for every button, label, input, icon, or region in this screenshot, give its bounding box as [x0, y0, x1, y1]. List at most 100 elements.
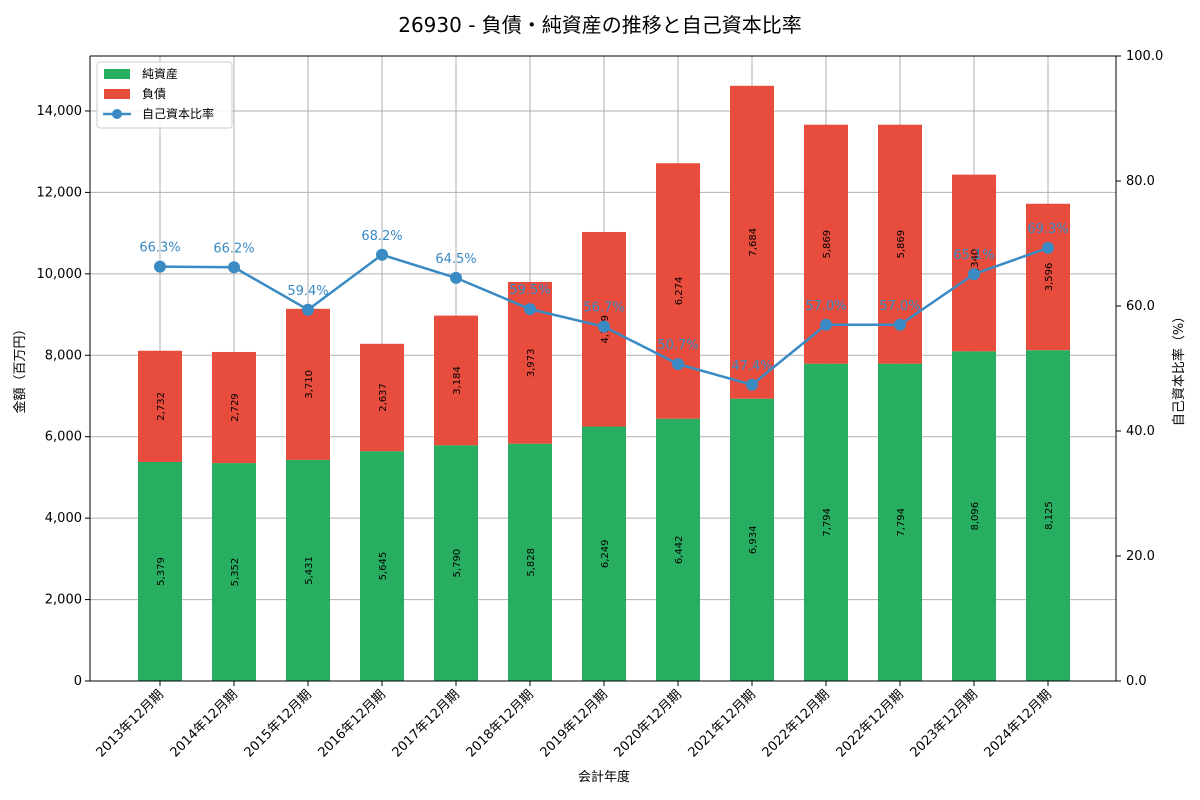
liability-value-label: 6,274	[674, 277, 685, 306]
equity-value-label: 7,794	[896, 508, 907, 537]
ratio-value-label: 68.2%	[361, 229, 402, 244]
equity-value-label: 5,645	[378, 552, 389, 581]
liability-value-label: 5,869	[896, 230, 907, 259]
ratio-value-label: 65.1%	[953, 248, 994, 263]
axes	[89, 55, 1117, 682]
equity-bar	[656, 418, 700, 681]
x-axis-label: 会計年度	[578, 769, 630, 785]
ratio-value-label: 50.7%	[657, 338, 698, 353]
x-tick-label: 2022年12月期	[834, 687, 907, 760]
ratio-value-label: 66.2%	[213, 241, 254, 256]
ratio-point	[672, 358, 684, 371]
ratio-point	[228, 261, 240, 274]
liability-value-label: 7,684	[748, 228, 759, 257]
x-tick-label: 2019年12月期	[538, 687, 611, 760]
equity-bar	[1026, 350, 1070, 681]
y-tick-label: 14,000	[37, 104, 83, 119]
equity-value-label: 6,249	[600, 539, 611, 568]
bar-labels: 5,379 2,732 5,352 2,729 5,431 3,710 5,645 2,637…	[156, 228, 1055, 586]
x-tick-label: 2021年12月期	[686, 687, 759, 760]
legend-ratio-marker	[112, 109, 122, 119]
y2-tick-label: 100.0	[1126, 49, 1163, 64]
x-tick-label: 2016年12月期	[316, 687, 389, 760]
ratio-value-label: 64.5%	[435, 252, 476, 267]
ratio-point	[376, 248, 388, 261]
y2-axis-label: 自己資本比率（%）	[1171, 310, 1187, 426]
equity-value-label: 8,096	[970, 502, 981, 531]
equity-value-label: 6,442	[674, 536, 685, 565]
legend-ratio-label: 自己資本比率	[142, 106, 214, 121]
liability-bar	[212, 351, 256, 464]
x-tick-label: 2014年12月期	[168, 687, 241, 760]
liability-value-label: 2,732	[156, 392, 167, 421]
chart-title: 26930 - 負債・純資産の推移と自己資本比率	[398, 13, 802, 37]
ratio-value-label: 69.3%	[1027, 222, 1068, 237]
equity-bar	[212, 463, 256, 681]
liability-value-label: 3,710	[304, 370, 315, 399]
liability-value-label: 3,596	[1044, 263, 1055, 292]
ratio-point	[820, 318, 832, 331]
equity-value-label: 5,379	[156, 557, 167, 586]
liability-value-label: 2,637	[378, 383, 389, 412]
equity-bar	[434, 445, 478, 681]
y2-tick-label: 20.0	[1126, 549, 1155, 564]
ratio-value-label: 57.0%	[879, 299, 920, 314]
liability-value-label: 2,729	[230, 393, 241, 422]
legend-liability-label: 負債	[142, 86, 166, 101]
ratio-value-label: 59.5%	[509, 283, 550, 298]
legend-equity-swatch	[104, 69, 130, 79]
liability-value-label: 3,184	[452, 366, 463, 395]
y-axis-label: 金額（百万円）	[12, 322, 28, 413]
liability-bar	[730, 85, 774, 399]
liability-bar	[138, 350, 182, 462]
y-tick-label: 8,000	[45, 348, 82, 363]
equity-value-label: 8,125	[1044, 501, 1055, 530]
ratio-value-label: 66.3%	[139, 241, 180, 256]
ratio-point	[746, 378, 758, 391]
liability-bar	[286, 308, 330, 460]
x-tick-label: 2023年12月期	[908, 687, 981, 760]
x-tick-label: 2018年12月期	[464, 687, 537, 760]
liability-bar	[360, 343, 404, 452]
y-tick-label: 10,000	[37, 267, 83, 282]
liability-bar	[1026, 203, 1070, 351]
equity-bar	[508, 443, 552, 681]
x-tick-label: 2015年12月期	[242, 687, 315, 760]
y2-tick-label: 0.0	[1126, 674, 1147, 689]
y2-tick-label: 60.0	[1126, 299, 1155, 314]
equity-bar	[360, 451, 404, 681]
ratio-value-label: 56.7%	[583, 301, 624, 316]
x-tick-label: 2020年12月期	[612, 687, 685, 760]
y2-tick-label: 40.0	[1126, 424, 1155, 439]
liability-bar	[434, 315, 478, 446]
legend-box	[96, 61, 233, 129]
liability-value-label: 5,869	[822, 230, 833, 259]
equity-bar	[138, 461, 182, 681]
equity-bar	[952, 351, 996, 681]
y2-tick-label: 80.0	[1126, 174, 1155, 189]
y-tick-label: 6,000	[45, 430, 82, 445]
equity-bar	[878, 363, 922, 681]
ratio-value-label: 57.0%	[805, 299, 846, 314]
bars	[138, 85, 1070, 681]
equity-bar	[730, 398, 774, 681]
equity-value-label: 5,431	[304, 556, 315, 585]
ratio-point	[524, 303, 536, 316]
x-tick-label: 2022年12月期	[760, 687, 833, 760]
ratio-value-label: 59.4%	[287, 284, 328, 299]
equity-value-label: 5,790	[452, 549, 463, 578]
ratio-point	[302, 303, 314, 316]
equity-bar	[804, 363, 848, 681]
equity-bar	[286, 459, 330, 681]
x-tick-label: 2017年12月期	[390, 687, 463, 760]
liability-bar	[952, 174, 996, 352]
ratio-point	[450, 271, 462, 284]
ratio-line-layer: 66.3% 66.2% 59.4% 68.2% 64.5% 59.5% 56.7% 50.7%…	[139, 222, 1069, 391]
equity-bar	[582, 426, 626, 681]
ratio-point	[1042, 241, 1054, 254]
ratio-point	[154, 260, 166, 273]
x-tick-label: 2013年12月期	[94, 687, 167, 760]
y-tick-label: 0	[74, 674, 82, 689]
